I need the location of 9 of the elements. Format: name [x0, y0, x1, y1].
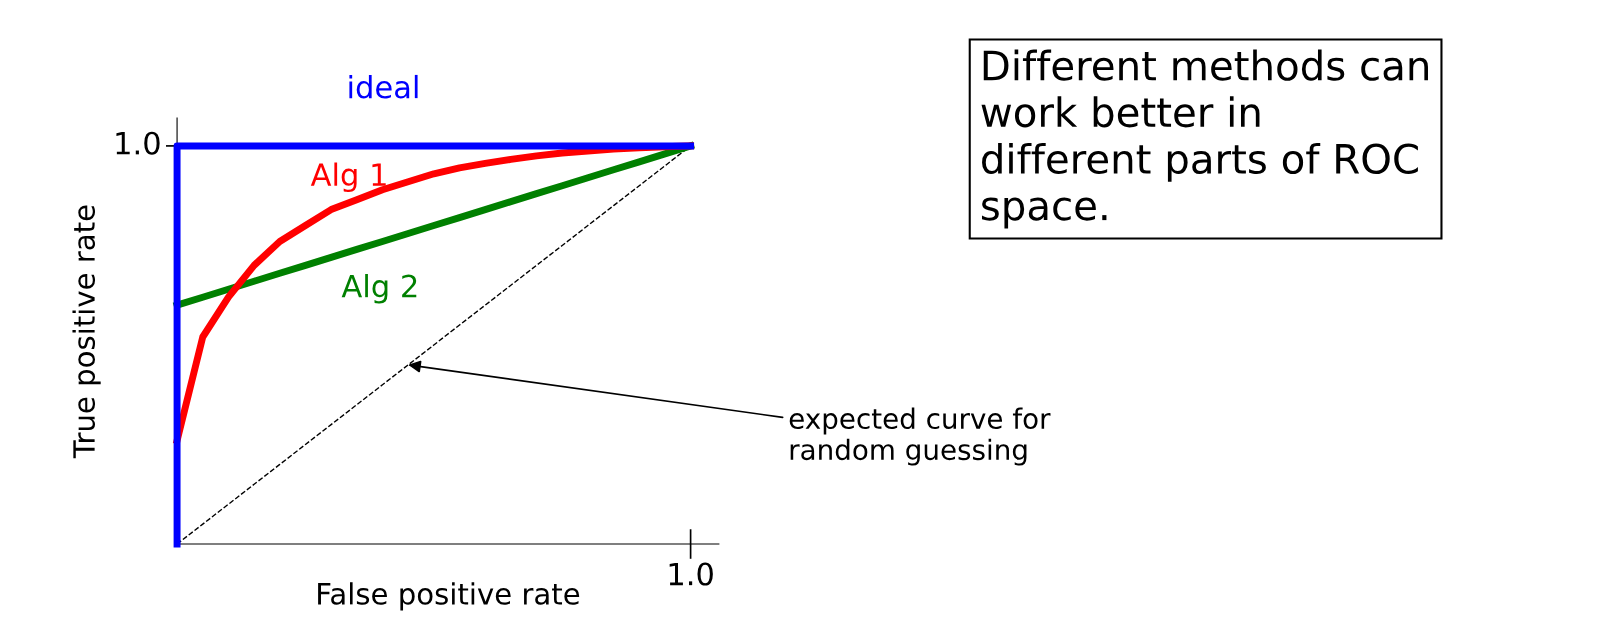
x-axis-title: False positive rate — [318, 582, 580, 611]
text: Different methods can work better in different parts of ROC space. — [981, 49, 1428, 229]
text: 1.0 — [669, 562, 713, 586]
text: expected curve for random guessing — [789, 407, 1051, 466]
series-label: Alg 1 — [310, 162, 386, 193]
y-axis-title: True positive rate — [72, 205, 101, 459]
text: 1.0 — [116, 131, 160, 155]
series-label: ideal — [349, 74, 418, 99]
series-label: Alg 2 — [341, 273, 417, 304]
